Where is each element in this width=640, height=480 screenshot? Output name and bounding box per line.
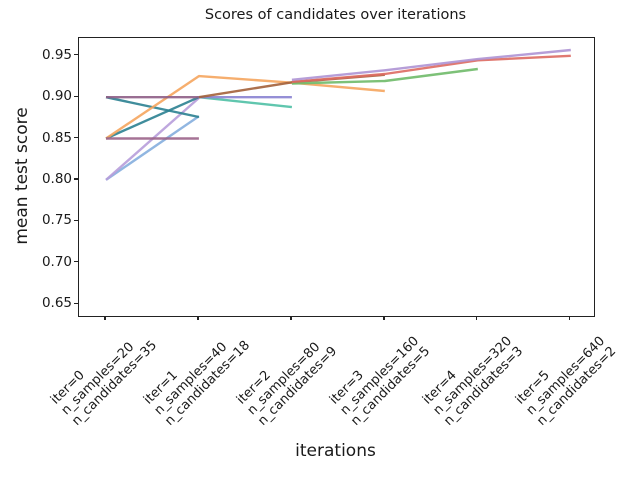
y-tick-mark bbox=[74, 54, 78, 56]
y-tick-mark bbox=[74, 302, 78, 304]
x-tick-mark bbox=[383, 316, 385, 320]
series-line-candidate-green bbox=[291, 67, 478, 85]
y-tick-label: 0.95 bbox=[41, 46, 72, 63]
chart-title: Scores of candidates over iterations bbox=[204, 7, 467, 23]
x-tick-mark bbox=[569, 316, 571, 320]
y-tick-label: 0.90 bbox=[41, 88, 72, 105]
y-tick-mark bbox=[74, 137, 78, 139]
series-line-candidate-purple bbox=[291, 48, 571, 81]
x-tick-label: iter=1 n_samples=40 n_candidates=18 bbox=[140, 337, 253, 429]
x-tick-label: iter=5 n_samples=640 n_candidates=2 bbox=[512, 333, 619, 429]
x-tick-mark bbox=[104, 316, 106, 320]
x-tick-label: iter=0 n_samples=20 n_candidates=35 bbox=[47, 337, 161, 429]
y-tick-label: 0.80 bbox=[41, 170, 72, 187]
y-tick-mark bbox=[74, 219, 78, 221]
x-tick-label: iter=4 n_samples=320 n_candidates=3 bbox=[419, 333, 527, 429]
x-tick-mark bbox=[476, 316, 478, 320]
series-line-candidate-aquagreen bbox=[198, 96, 293, 109]
series-line-candidate-orange bbox=[105, 74, 385, 140]
x-tick-mark bbox=[197, 316, 199, 320]
series-line-candidate-lightblue bbox=[105, 115, 200, 181]
x-tick-label: iter=3 n_samples=160 n_candidates=5 bbox=[326, 333, 434, 429]
y-tick-mark bbox=[74, 178, 78, 180]
y-tick-mark bbox=[74, 261, 78, 263]
x-tick-mark bbox=[290, 316, 292, 320]
series-line-candidate-red bbox=[291, 54, 571, 84]
plot-area bbox=[78, 37, 595, 317]
y-tick-mark bbox=[74, 95, 78, 97]
x-axis-label: iterations bbox=[295, 441, 376, 461]
x-tick-label: iter=2 n_samples=80 n_candidates=9 bbox=[233, 339, 341, 429]
series-line-candidate-teal-up bbox=[105, 96, 200, 140]
y-tick-label: 0.70 bbox=[41, 253, 72, 270]
y-tick-label: 0.65 bbox=[41, 295, 72, 311]
y-tick-label: 0.75 bbox=[41, 212, 72, 229]
series-lines bbox=[105, 48, 571, 181]
y-tick-label: 0.85 bbox=[41, 129, 72, 146]
